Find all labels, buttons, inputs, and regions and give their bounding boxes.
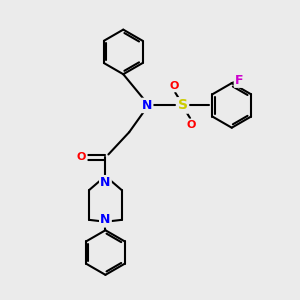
Text: O: O [187, 120, 196, 130]
Text: F: F [235, 74, 243, 87]
Text: N: N [100, 176, 111, 189]
Text: O: O [77, 152, 86, 162]
Text: N: N [100, 213, 111, 226]
Text: O: O [169, 81, 178, 91]
Text: N: N [142, 99, 152, 112]
Text: S: S [178, 98, 188, 112]
